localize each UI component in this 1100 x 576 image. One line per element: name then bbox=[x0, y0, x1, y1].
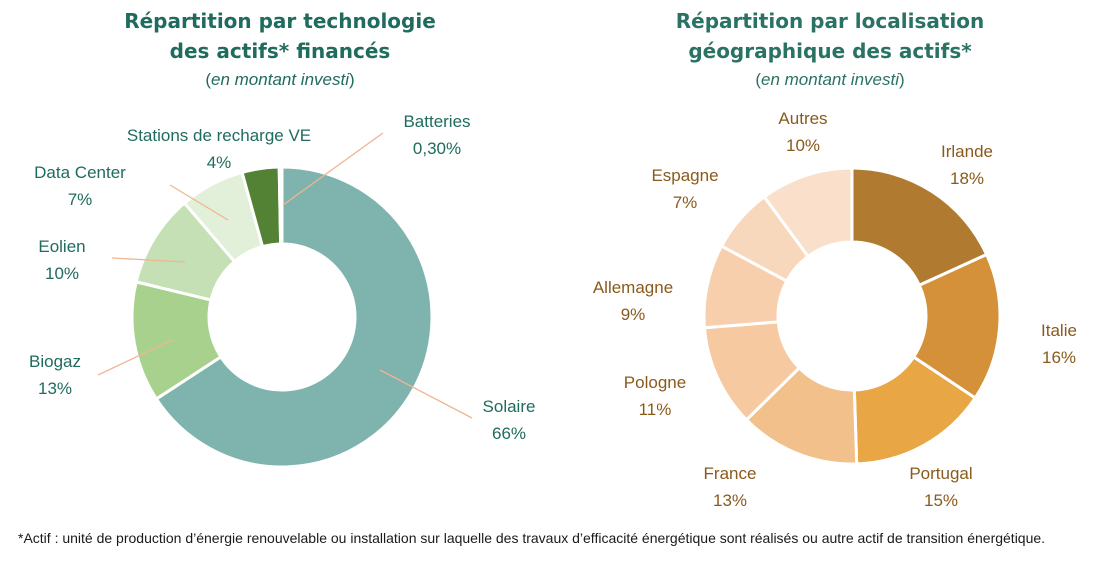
value-italie: 16% bbox=[1042, 348, 1076, 367]
leader-line-solaire bbox=[379, 369, 473, 419]
technology-donut-svg: Solaire 66% Biogaz 13% Eolien 10% Data Center 7… bbox=[29, 112, 536, 469]
value-allemagne: 9% bbox=[621, 305, 646, 324]
label-autres: Autres bbox=[778, 109, 827, 128]
chart-subtitle: (en montant investi) bbox=[755, 70, 905, 89]
geography-donut-chart: Répartition par localisation géographiqu… bbox=[560, 0, 1100, 520]
chart-title: Répartition par localisation géographiqu… bbox=[560, 6, 1100, 66]
label-biogaz: Biogaz bbox=[29, 352, 81, 371]
slice-batteries bbox=[277, 165, 284, 246]
slice-solaire bbox=[154, 165, 434, 469]
leader-line-biogaz bbox=[97, 339, 173, 376]
label-espagne: Espagne bbox=[651, 166, 718, 185]
leader-line-eolien bbox=[111, 257, 186, 263]
value-solaire: 66% bbox=[492, 424, 526, 443]
label-stations-de-recharge-ve: Stations de recharge VE bbox=[127, 126, 311, 145]
label-irlande: Irlande bbox=[941, 142, 993, 161]
technology-donut-chart: Répartition par technologie des actifs* … bbox=[0, 0, 560, 520]
value-espagne: 7% bbox=[673, 193, 698, 212]
chart-subtitle-text: en montant investi bbox=[761, 70, 899, 89]
value-pologne: 11% bbox=[639, 400, 672, 419]
label-allemagne: Allemagne bbox=[593, 278, 673, 297]
chart-subtitle: (en montant investi) bbox=[205, 70, 355, 89]
chart-title: Répartition par technologie des actifs* … bbox=[0, 6, 560, 66]
label-italie: Italie bbox=[1041, 321, 1077, 340]
chart-subtitle-text: en montant investi bbox=[211, 70, 349, 89]
chart-title-line-1: Répartition par technologie bbox=[124, 9, 436, 33]
value-portugal: 15% bbox=[924, 491, 958, 510]
value-france: 13% bbox=[713, 491, 747, 510]
value-eolien: 10% bbox=[45, 264, 79, 283]
label-batteries: Batteries bbox=[403, 112, 470, 131]
chart-title-line-2: des actifs* financés bbox=[169, 39, 391, 63]
slice-irlande bbox=[850, 166, 989, 287]
value-autres: 10% bbox=[786, 136, 820, 155]
value-batteries: 0,30% bbox=[413, 139, 461, 158]
footnote: *Actif : unité de production d’énergie r… bbox=[18, 530, 1046, 546]
label-eolien: Eolien bbox=[38, 237, 85, 256]
label-france: France bbox=[704, 464, 757, 483]
chart-title-line-2: géographique des actifs* bbox=[688, 39, 972, 63]
leader-line-data-center bbox=[169, 184, 229, 221]
chart-title-line-1: Répartition par localisation bbox=[675, 9, 985, 33]
geography-donut-svg: Irlande 18% Italie 16% Portugal 15% France 13% P… bbox=[593, 109, 1077, 510]
slice-autres bbox=[762, 166, 854, 258]
label-portugal: Portugal bbox=[909, 464, 972, 483]
value-irlande: 18% bbox=[950, 169, 984, 188]
value-biogaz: 13% bbox=[38, 379, 72, 398]
label-pologne: Pologne bbox=[624, 373, 686, 392]
value-stations-de-recharge-ve: 4% bbox=[207, 153, 232, 172]
leader-line-batteries bbox=[282, 132, 384, 206]
value-data-center: 7% bbox=[68, 190, 93, 209]
label-solaire: Solaire bbox=[483, 397, 536, 416]
label-data-center: Data Center bbox=[34, 163, 126, 182]
